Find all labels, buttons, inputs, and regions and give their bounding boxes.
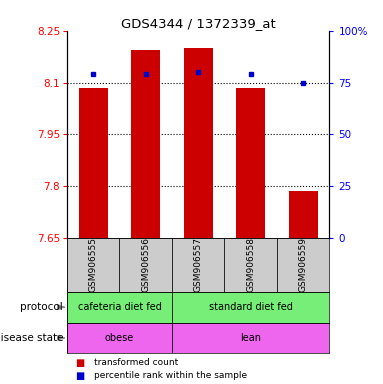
Bar (184, 48, 213, 238)
Bar (277, 238, 329, 292)
Text: protocol: protocol (20, 302, 63, 312)
Bar (236, 88, 265, 238)
Text: GSM906555: GSM906555 (89, 237, 98, 293)
Text: ■: ■ (75, 371, 84, 381)
Bar (172, 292, 329, 323)
Bar (119, 238, 172, 292)
Bar (67, 323, 172, 353)
Text: transformed count: transformed count (94, 358, 178, 367)
Bar (289, 191, 318, 238)
Text: percentile rank within the sample: percentile rank within the sample (94, 371, 247, 380)
Text: disease state: disease state (0, 333, 63, 343)
Bar (79, 88, 108, 238)
Bar (172, 238, 224, 292)
Text: GSM906558: GSM906558 (246, 237, 255, 293)
Text: standard diet fed: standard diet fed (209, 302, 293, 312)
Bar (67, 238, 119, 292)
Text: ■: ■ (75, 358, 84, 368)
Text: lean: lean (240, 333, 261, 343)
Text: GSM906557: GSM906557 (194, 237, 203, 293)
Bar (67, 292, 172, 323)
Text: obese: obese (105, 333, 134, 343)
Text: GSM906559: GSM906559 (299, 237, 308, 293)
Bar (172, 323, 329, 353)
Text: cafeteria diet fed: cafeteria diet fed (78, 302, 161, 312)
Bar (131, 50, 160, 238)
Text: GSM906556: GSM906556 (141, 237, 150, 293)
Title: GDS4344 / 1372339_at: GDS4344 / 1372339_at (121, 17, 276, 30)
Bar (224, 238, 277, 292)
